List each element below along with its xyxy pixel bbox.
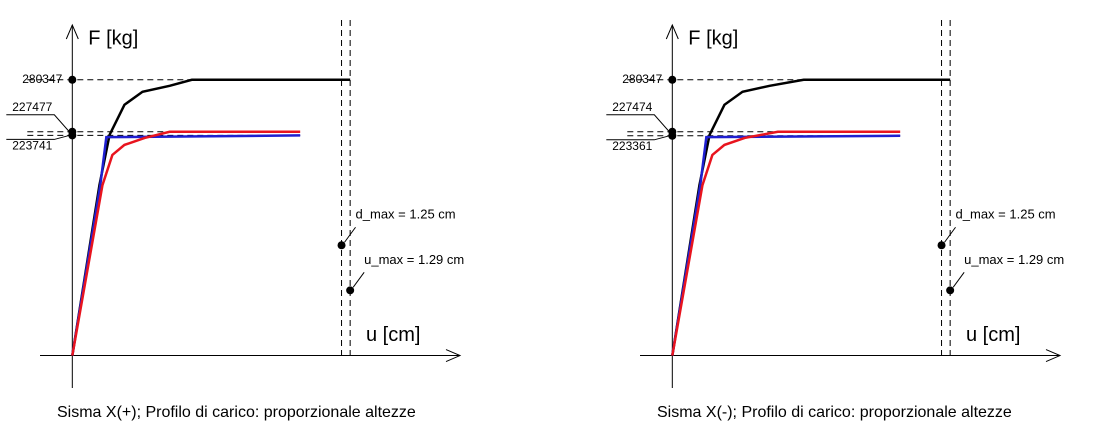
level-label: 280347 (622, 72, 662, 86)
level-dot (668, 131, 677, 140)
level-leader (606, 114, 670, 133)
marker-label: d_max = 1.25 cm (356, 207, 456, 222)
level-label: 223361 (612, 139, 652, 153)
level-leader (606, 135, 670, 141)
level-dot (68, 75, 77, 84)
caption: Sisma X(-); Profilo di carico: proporzio… (657, 404, 1012, 421)
curve (71, 130, 301, 356)
marker-label: u_max = 1.29 cm (964, 252, 1064, 267)
level-label: 280347 (22, 72, 62, 86)
level-label: 227474 (612, 100, 652, 114)
x-axis-arrow (445, 349, 462, 362)
curve (671, 78, 951, 356)
curve (671, 130, 901, 356)
marker-label: u_max = 1.29 cm (364, 252, 464, 267)
level-leader (6, 114, 70, 133)
marker-leader (952, 272, 965, 288)
curve (671, 134, 901, 356)
marker-dot (337, 241, 346, 250)
y-axis-arrow (65, 23, 79, 40)
y-axis-label: F [kg] (688, 27, 738, 49)
caption: Sisma X(+); Profilo di carico: proporzio… (57, 404, 416, 421)
level-leader (6, 134, 70, 140)
y-axis-arrow (665, 23, 679, 40)
curve (71, 78, 351, 356)
x-axis-label: u [cm] (366, 324, 420, 346)
x-axis-label: u [cm] (966, 324, 1020, 346)
marker-dot (937, 241, 946, 250)
level-dot (68, 131, 77, 140)
y-axis-label: F [kg] (88, 27, 138, 49)
curve (71, 134, 301, 356)
level-label: 227477 (12, 100, 52, 114)
marker-leader (344, 226, 356, 243)
x-axis-arrow (1045, 349, 1062, 362)
level-dot (668, 75, 677, 84)
level-label: 223741 (12, 139, 52, 153)
marker-leader (352, 272, 365, 288)
marker-dot (346, 286, 355, 295)
marker-label: d_max = 1.25 cm (956, 207, 1056, 222)
marker-leader (944, 226, 956, 243)
marker-dot (946, 286, 955, 295)
